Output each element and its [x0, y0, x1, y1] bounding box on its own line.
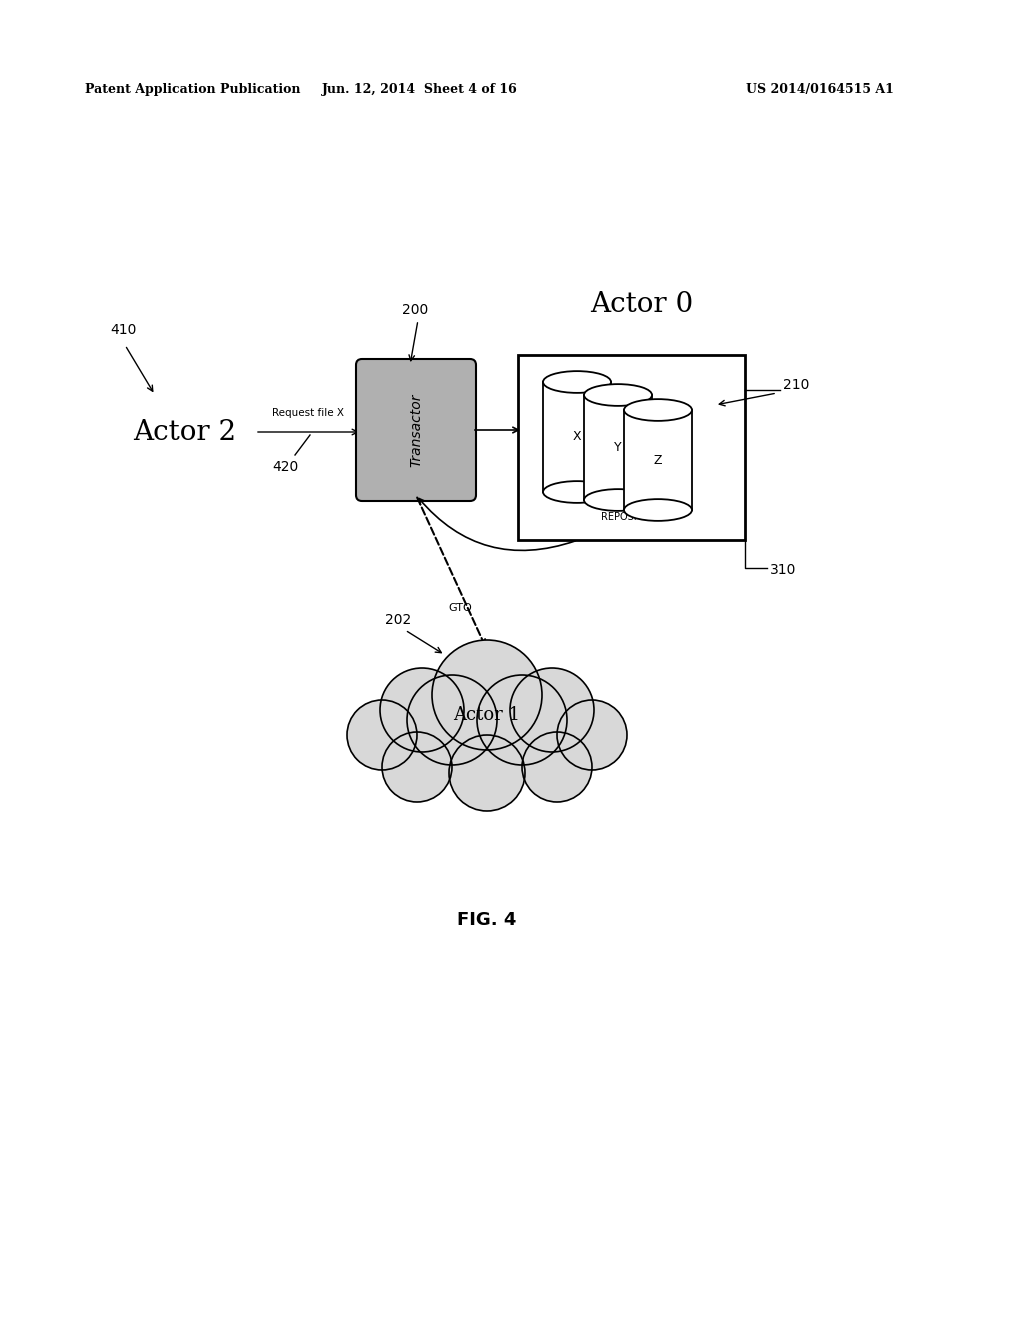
- Ellipse shape: [624, 499, 692, 521]
- Circle shape: [407, 675, 497, 766]
- Text: 420: 420: [272, 459, 298, 474]
- Text: REPOSITORY: REPOSITORY: [601, 512, 663, 521]
- Text: Actor 0: Actor 0: [590, 292, 693, 318]
- Circle shape: [382, 733, 452, 803]
- Text: Jun. 12, 2014  Sheet 4 of 16: Jun. 12, 2014 Sheet 4 of 16: [323, 83, 518, 96]
- Text: 200: 200: [401, 304, 428, 317]
- Text: Actor 1: Actor 1: [454, 706, 520, 723]
- Bar: [543, 381, 611, 492]
- Circle shape: [510, 668, 594, 752]
- Ellipse shape: [624, 399, 692, 421]
- Text: X: X: [572, 430, 582, 444]
- Bar: [624, 411, 692, 510]
- Circle shape: [522, 733, 592, 803]
- Text: Patent Application Publication: Patent Application Publication: [85, 83, 300, 96]
- Text: FIG. 4: FIG. 4: [458, 911, 517, 929]
- Text: Transactor: Transactor: [409, 393, 423, 467]
- Bar: [518, 355, 745, 540]
- FancyBboxPatch shape: [356, 359, 476, 502]
- Text: GTO: GTO: [449, 603, 472, 612]
- Text: Z: Z: [653, 454, 663, 466]
- Circle shape: [432, 640, 542, 750]
- Circle shape: [380, 668, 464, 752]
- Ellipse shape: [584, 384, 652, 405]
- Ellipse shape: [543, 480, 611, 503]
- Bar: [584, 395, 652, 500]
- Text: 310: 310: [770, 564, 797, 577]
- Text: 202: 202: [385, 612, 412, 627]
- Text: Y: Y: [614, 441, 622, 454]
- Circle shape: [347, 700, 417, 770]
- Text: 210: 210: [783, 378, 809, 392]
- Ellipse shape: [543, 371, 611, 393]
- Circle shape: [557, 700, 627, 770]
- Text: US 2014/0164515 A1: US 2014/0164515 A1: [746, 83, 894, 96]
- Circle shape: [477, 675, 567, 766]
- Text: Request file X: Request file X: [272, 408, 344, 418]
- Ellipse shape: [584, 490, 652, 511]
- Text: Actor 2: Actor 2: [133, 418, 237, 446]
- Circle shape: [449, 735, 525, 810]
- Text: 410: 410: [110, 323, 136, 337]
